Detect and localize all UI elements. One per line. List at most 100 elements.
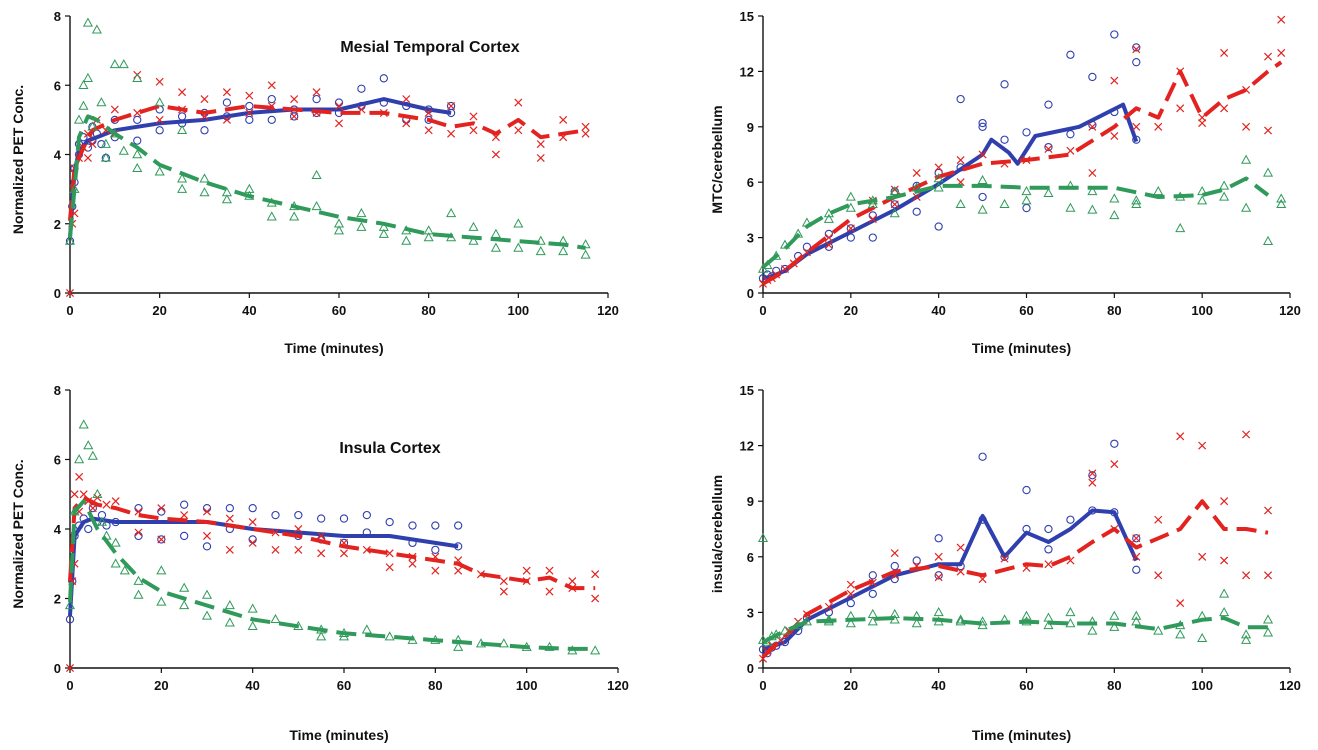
data-point — [889, 608, 900, 618]
data-point — [1132, 534, 1141, 543]
data-point — [1066, 130, 1075, 139]
data-point — [1044, 545, 1053, 554]
x-tick-label: 0 — [66, 303, 73, 318]
data-point — [1132, 122, 1141, 131]
data-point — [1044, 142, 1053, 152]
data-point — [133, 136, 142, 145]
data-point — [338, 631, 350, 641]
data-point — [311, 169, 322, 179]
data-point — [1197, 195, 1208, 205]
data-point — [824, 240, 833, 250]
data-point — [134, 528, 143, 537]
data-point — [1021, 185, 1032, 196]
data-point — [294, 524, 303, 534]
data-point — [179, 600, 190, 610]
data-point — [1154, 515, 1163, 524]
data-point — [1154, 122, 1163, 131]
data-point — [934, 222, 943, 231]
data-point — [83, 153, 92, 162]
data-point — [1044, 144, 1053, 153]
x-tick-label: 40 — [242, 303, 256, 318]
data-point — [1241, 629, 1252, 639]
data-point — [132, 162, 143, 173]
data-point — [522, 566, 531, 575]
data-point — [312, 94, 321, 104]
x-tick-label: 100 — [507, 303, 529, 318]
data-point — [88, 140, 97, 149]
x-tick-label: 60 — [332, 303, 346, 318]
data-point — [82, 17, 93, 27]
data-point — [134, 531, 143, 541]
data-point — [1220, 104, 1229, 113]
data-point — [1241, 634, 1252, 644]
x-tick-label: 20 — [152, 303, 166, 318]
data-point — [201, 610, 213, 620]
series-green — [64, 419, 601, 655]
data-point — [1176, 599, 1185, 608]
x-axis-title: Time (minutes) — [289, 727, 388, 743]
data-point — [180, 511, 189, 520]
data-point — [402, 95, 411, 104]
data-point — [91, 24, 102, 34]
data-point — [294, 545, 303, 554]
x-tick-label: 100 — [1191, 678, 1213, 693]
data-point — [312, 88, 321, 97]
y-tick-label: 2 — [54, 592, 61, 607]
data-point — [82, 72, 93, 83]
data-point — [334, 102, 344, 111]
data-point — [334, 98, 344, 107]
data-point — [1264, 571, 1273, 580]
data-point — [423, 232, 434, 242]
data-point — [1021, 195, 1032, 205]
data-point — [247, 603, 258, 613]
data-point — [87, 450, 98, 460]
data-point — [156, 565, 167, 575]
data-point — [225, 503, 234, 513]
data-point — [1044, 524, 1053, 534]
data-point — [1153, 625, 1164, 635]
data-point — [955, 614, 966, 624]
data-point — [1176, 432, 1185, 441]
series-line-green — [761, 176, 1270, 269]
data-point — [424, 126, 433, 135]
data-point — [545, 587, 554, 596]
data-point — [468, 235, 479, 245]
data-point — [84, 524, 93, 534]
y-tick-label: 3 — [747, 605, 754, 620]
data-point — [294, 510, 303, 520]
series-line-red — [68, 104, 586, 221]
data-point — [1109, 210, 1120, 220]
data-point — [868, 215, 877, 224]
data-point — [1066, 515, 1075, 524]
data-point — [154, 166, 165, 176]
data-point — [109, 59, 120, 69]
data-point — [70, 490, 79, 499]
x-tick-label: 120 — [607, 678, 629, 693]
data-point — [156, 596, 167, 606]
data-point — [513, 218, 524, 228]
data-point — [73, 114, 85, 124]
data-point — [1197, 185, 1208, 196]
data-point — [202, 531, 212, 540]
data-point — [270, 613, 281, 624]
y-tick-label: 0 — [54, 661, 61, 676]
data-point — [955, 198, 966, 209]
data-point — [454, 521, 463, 530]
data-point — [468, 221, 479, 231]
data-point — [157, 504, 166, 513]
data-point — [802, 248, 811, 257]
data-point — [1220, 497, 1229, 506]
data-point — [333, 225, 345, 235]
data-point — [110, 537, 121, 547]
data-point — [1110, 460, 1119, 469]
data-point — [65, 663, 75, 673]
data-point — [92, 488, 103, 498]
data-point — [1000, 554, 1009, 563]
data-point — [1132, 552, 1141, 561]
data-point — [402, 119, 411, 128]
data-point — [222, 98, 232, 107]
y-tick-label: 12 — [740, 439, 754, 454]
data-point — [79, 490, 88, 499]
y-tick-label: 6 — [54, 78, 61, 93]
